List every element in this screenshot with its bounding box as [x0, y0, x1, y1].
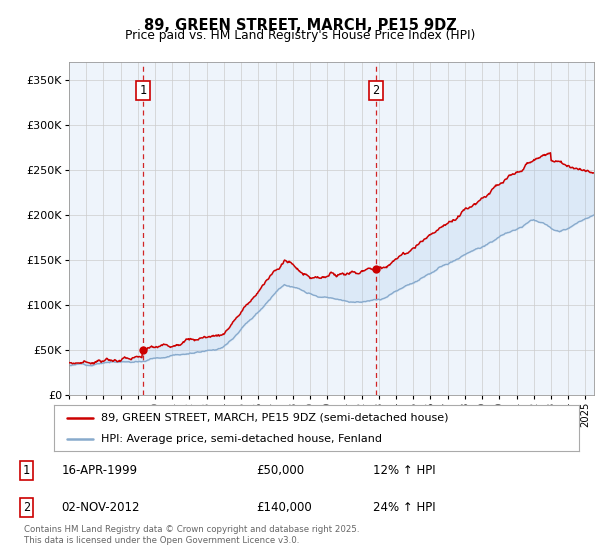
Text: 1: 1: [139, 84, 146, 97]
Text: Contains HM Land Registry data © Crown copyright and database right 2025.
This d: Contains HM Land Registry data © Crown c…: [24, 525, 359, 545]
Text: Price paid vs. HM Land Registry's House Price Index (HPI): Price paid vs. HM Land Registry's House …: [125, 29, 475, 42]
Text: 16-APR-1999: 16-APR-1999: [61, 464, 137, 477]
Text: 12% ↑ HPI: 12% ↑ HPI: [373, 464, 436, 477]
Text: 1: 1: [23, 464, 30, 477]
Text: 2: 2: [23, 501, 30, 514]
Text: 2: 2: [373, 84, 380, 97]
Text: £140,000: £140,000: [256, 501, 312, 514]
Text: 89, GREEN STREET, MARCH, PE15 9DZ (semi-detached house): 89, GREEN STREET, MARCH, PE15 9DZ (semi-…: [101, 413, 449, 423]
Text: 89, GREEN STREET, MARCH, PE15 9DZ: 89, GREEN STREET, MARCH, PE15 9DZ: [143, 18, 457, 33]
Text: HPI: Average price, semi-detached house, Fenland: HPI: Average price, semi-detached house,…: [101, 435, 382, 444]
Text: 02-NOV-2012: 02-NOV-2012: [61, 501, 140, 514]
Text: £50,000: £50,000: [256, 464, 305, 477]
Text: 24% ↑ HPI: 24% ↑ HPI: [373, 501, 436, 514]
